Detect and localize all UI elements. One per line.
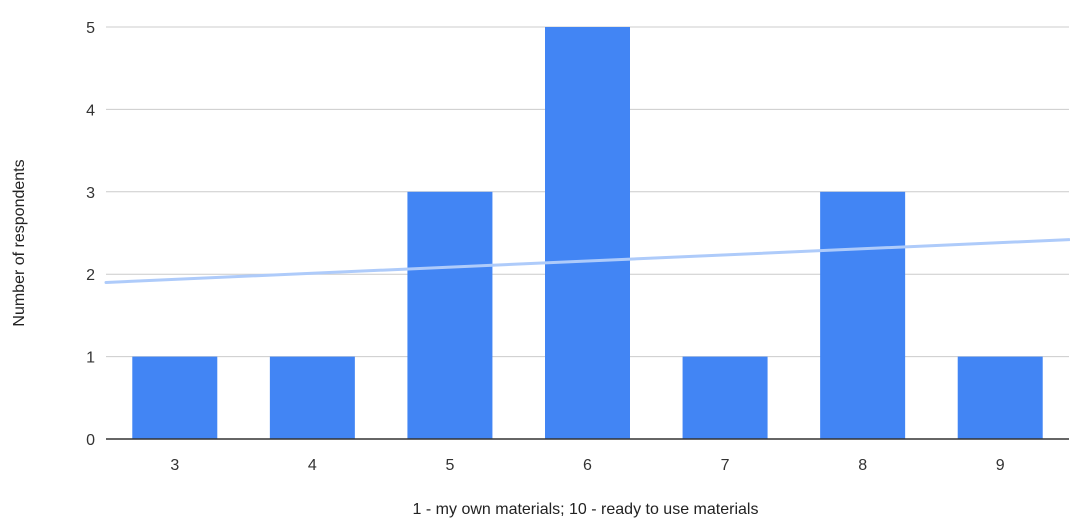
trendline-layer [104,238,1070,284]
bar [682,356,768,439]
bar [957,356,1043,439]
bars [132,27,1043,439]
y-tick-label: 2 [86,267,95,284]
y-tick-label: 3 [86,185,95,202]
x-tick-label: 8 [858,457,867,474]
y-tick-label: 5 [86,20,95,37]
x-tick-label: 5 [445,457,454,474]
bar [407,191,493,439]
bar [132,356,218,439]
x-tick-label: 3 [170,457,179,474]
x-tick-label: 6 [583,457,592,474]
y-tick-label: 0 [86,432,95,449]
bar [269,356,355,439]
x-tick-label: 7 [721,457,730,474]
bar [545,27,630,439]
y-tick-label: 4 [86,102,95,119]
x-axis-title: 1 - my own materials; 10 - ready to use … [413,501,759,518]
x-tick-label: 9 [996,457,1005,474]
y-axis-ticks: 0 1 2 3 4 5 [86,20,95,449]
y-axis-title: Number of respondents [11,159,28,326]
bar [820,191,906,439]
x-axis-ticks: 3 4 5 6 7 8 9 [170,457,1004,474]
x-tick-label: 4 [308,457,317,474]
y-tick-label: 1 [86,350,95,367]
trendline [104,238,1070,284]
